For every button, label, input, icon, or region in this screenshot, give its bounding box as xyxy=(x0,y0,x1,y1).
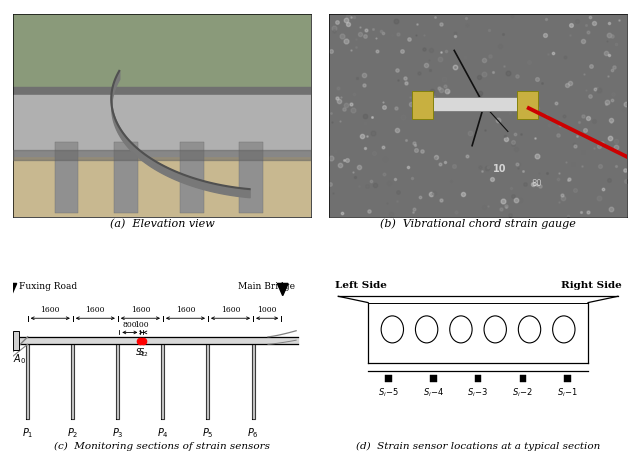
Text: $S_i\!-\!4$: $S_i\!-\!4$ xyxy=(422,387,444,399)
Text: $P_2$: $P_2$ xyxy=(67,426,79,440)
Text: 1600: 1600 xyxy=(176,306,195,314)
Bar xyxy=(475,375,481,382)
Text: Main Bridge: Main Bridge xyxy=(238,282,295,291)
Polygon shape xyxy=(6,284,17,296)
Text: $S_i\!-\!3$: $S_i\!-\!3$ xyxy=(467,387,489,399)
Polygon shape xyxy=(277,284,288,296)
Text: $P_4$: $P_4$ xyxy=(157,426,169,440)
Bar xyxy=(54,142,79,213)
Circle shape xyxy=(484,316,506,343)
Bar xyxy=(13,150,311,160)
Bar xyxy=(520,375,526,382)
Text: (d)  Strain sensor locations at a typical section: (d) Strain sensor locations at a typical… xyxy=(356,442,600,451)
Text: $S_i\!-\!2$: $S_i\!-\!2$ xyxy=(512,387,533,399)
Bar xyxy=(517,91,538,120)
Bar xyxy=(13,331,19,350)
Bar xyxy=(430,375,436,382)
Bar xyxy=(13,14,311,91)
Text: $P_5$: $P_5$ xyxy=(202,426,214,440)
Text: Fuxing Road: Fuxing Road xyxy=(19,282,77,291)
Text: 10: 10 xyxy=(493,164,506,174)
Text: $P_1$: $P_1$ xyxy=(22,426,33,440)
Bar xyxy=(385,375,392,382)
Text: 1000: 1000 xyxy=(257,306,277,314)
Circle shape xyxy=(415,316,438,343)
Text: (b)  Vibrational chord strain gauge: (b) Vibrational chord strain gauge xyxy=(380,219,576,229)
Bar xyxy=(13,95,311,156)
Text: 80: 80 xyxy=(532,179,542,188)
Circle shape xyxy=(450,316,472,343)
Bar xyxy=(412,91,433,120)
Bar xyxy=(433,97,517,111)
Text: Right Side: Right Side xyxy=(561,280,621,290)
Text: 1600: 1600 xyxy=(40,306,60,314)
Text: $S_i\!-\!1$: $S_i\!-\!1$ xyxy=(557,387,578,399)
Bar xyxy=(239,142,263,213)
Circle shape xyxy=(518,316,541,343)
Text: 1600: 1600 xyxy=(86,306,105,314)
Text: 100: 100 xyxy=(134,321,149,329)
Circle shape xyxy=(381,316,403,343)
Text: $S_1$: $S_1$ xyxy=(135,347,146,359)
Text: $S_i\!-\!5$: $S_i\!-\!5$ xyxy=(378,387,399,399)
Text: $P_3$: $P_3$ xyxy=(112,426,124,440)
Bar xyxy=(564,375,571,382)
Text: 1600: 1600 xyxy=(221,306,240,314)
Text: 800: 800 xyxy=(122,321,137,329)
Text: (c)  Monitoring sections of strain sensors: (c) Monitoring sections of strain sensor… xyxy=(54,441,270,451)
Text: $S_2$: $S_2$ xyxy=(138,347,148,359)
Bar xyxy=(13,152,311,217)
Text: $P_6$: $P_6$ xyxy=(247,426,259,440)
Text: (a)  Elevation view: (a) Elevation view xyxy=(109,219,214,229)
Bar xyxy=(13,87,311,99)
Text: $A_0$: $A_0$ xyxy=(13,352,26,366)
Text: 1600: 1600 xyxy=(131,306,150,314)
Bar xyxy=(114,142,138,213)
Circle shape xyxy=(552,316,575,343)
Text: Left Side: Left Side xyxy=(335,280,387,290)
Bar xyxy=(180,142,204,213)
